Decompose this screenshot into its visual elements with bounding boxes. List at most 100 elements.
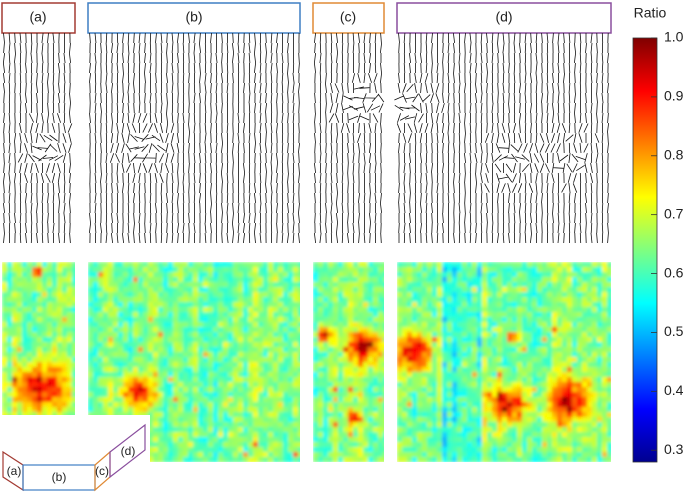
heat-cell xyxy=(457,422,463,428)
heat-cell xyxy=(572,407,578,413)
heat-cell xyxy=(118,287,124,293)
heat-cell xyxy=(577,452,583,458)
heat-cell xyxy=(273,427,279,433)
heat-cell xyxy=(213,412,219,418)
heat-cell xyxy=(492,317,498,323)
heat-cell xyxy=(258,457,264,462)
heat-cell xyxy=(88,297,94,303)
heat-cell xyxy=(17,262,23,268)
heat-cell xyxy=(452,457,458,462)
heat-cell xyxy=(268,442,274,448)
heat-cell xyxy=(477,437,483,443)
heat-cell xyxy=(333,417,339,423)
heat-cell xyxy=(328,362,334,368)
heat-cell xyxy=(148,327,154,333)
heat-cell xyxy=(67,372,73,378)
heat-cell xyxy=(108,312,114,318)
heat-cell xyxy=(228,292,234,298)
heat-cell xyxy=(7,402,13,408)
heat-cell xyxy=(323,367,329,373)
heat-cell xyxy=(93,412,99,418)
heat-cell xyxy=(358,347,364,353)
heat-cell xyxy=(198,407,204,413)
heat-cell xyxy=(472,447,478,453)
heat-cell xyxy=(173,362,179,368)
heat-cell xyxy=(153,332,159,338)
heat-cell xyxy=(218,427,224,433)
heat-cell xyxy=(208,422,214,428)
heat-cell xyxy=(452,267,458,273)
heat-cell xyxy=(427,437,433,443)
heat-cell xyxy=(602,297,608,303)
heat-cell xyxy=(368,422,374,428)
heat-cell xyxy=(268,392,274,398)
heat-cell xyxy=(72,307,75,313)
heat-cell xyxy=(567,262,573,268)
heat-cell xyxy=(32,282,38,288)
heat-cell xyxy=(228,422,234,428)
heat-cell xyxy=(383,387,384,393)
heat-cell xyxy=(218,267,224,273)
heat-cell xyxy=(238,372,244,378)
heat-cell xyxy=(402,447,408,453)
heat-cell xyxy=(547,337,553,343)
heat-cell xyxy=(103,322,109,328)
heat-cell xyxy=(358,332,364,338)
heat-cell xyxy=(527,342,533,348)
heat-cell xyxy=(432,317,438,323)
heat-cell xyxy=(233,367,239,373)
heat-cell xyxy=(67,362,73,368)
heat-cell xyxy=(432,437,438,443)
heat-cell xyxy=(138,312,144,318)
heat-cell xyxy=(223,377,229,383)
heat-cell xyxy=(507,362,513,368)
heat-cell xyxy=(128,327,134,333)
heat-cell xyxy=(103,372,109,378)
heat-cell xyxy=(208,357,214,363)
heat-cell xyxy=(148,457,154,462)
heat-cell xyxy=(587,412,593,418)
heat-cell xyxy=(457,437,463,443)
heat-cell xyxy=(198,422,204,428)
heat-cell xyxy=(168,407,174,413)
heat-cell xyxy=(37,287,43,293)
heat-cell xyxy=(477,392,483,398)
heat-cell xyxy=(512,267,518,273)
heat-cell xyxy=(133,352,139,358)
heat-cell xyxy=(527,332,533,338)
heat-cell xyxy=(407,267,413,273)
heat-cell xyxy=(407,347,413,353)
heat-cell xyxy=(497,402,503,408)
heat-cell xyxy=(532,397,538,403)
heat-cell xyxy=(338,442,344,448)
heat-cell xyxy=(138,387,144,393)
heat-cell xyxy=(412,322,418,328)
heat-cell xyxy=(228,357,234,363)
heat-cell xyxy=(562,297,568,303)
heat-cell xyxy=(547,452,553,458)
heat-cell xyxy=(328,332,334,338)
heat-cell xyxy=(587,347,593,353)
heat-cell xyxy=(47,352,53,358)
heat-cell xyxy=(597,322,603,328)
heat-cell xyxy=(512,452,518,458)
heat-cell xyxy=(188,312,194,318)
heat-cell xyxy=(273,332,279,338)
heat-cell xyxy=(133,342,139,348)
heat-cell xyxy=(248,442,254,448)
heat-cell xyxy=(138,347,144,353)
heat-cell xyxy=(417,397,423,403)
heat-cell xyxy=(607,397,611,403)
heat-cell xyxy=(457,272,463,278)
heat-cell xyxy=(173,327,179,333)
heat-cell xyxy=(288,307,294,313)
heat-cell xyxy=(353,367,359,373)
heat-cell xyxy=(402,297,408,303)
heat-cell xyxy=(243,427,249,433)
heat-cell xyxy=(547,362,553,368)
heat-cell xyxy=(313,262,319,268)
heat-cell xyxy=(442,337,448,343)
heat-cell xyxy=(93,402,99,408)
heat-cell xyxy=(263,442,269,448)
heat-cell xyxy=(373,417,379,423)
